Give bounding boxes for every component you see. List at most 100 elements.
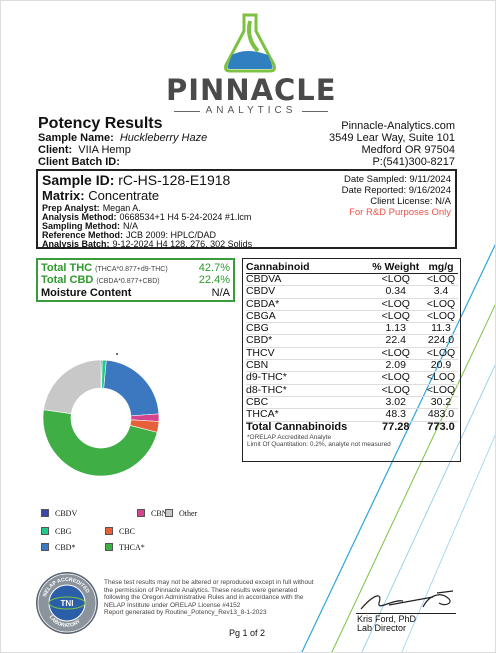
legend-item: THCA* [105, 543, 145, 552]
cannabinoid-name: THCV [246, 347, 368, 361]
mg-per-g: 483.0 [424, 408, 458, 422]
analysis-batch-label: Analysis Batch: [42, 239, 110, 249]
total-thc-row: Total THC (THCA*0.877+d9-THC) 42.7% [41, 262, 230, 274]
table-row: CBN 2.09 20.9 [246, 359, 458, 373]
legend-swatch [41, 543, 49, 551]
table-row: CBDA* <LOQ <LOQ [246, 298, 458, 311]
client-batch-label: Client Batch ID: [38, 156, 120, 168]
moisture-label: Moisture Content [41, 287, 132, 299]
matrix-label: Matrix: [42, 188, 85, 203]
phone-number: P:(541)300-8217 [372, 156, 455, 168]
reference-method-label: Reference Method: [42, 230, 124, 240]
table-row: THCV <LOQ <LOQ [246, 347, 458, 361]
table-row: THCA* 48.3 483.0 [246, 408, 458, 422]
legend-swatch [165, 509, 173, 517]
cannabinoid-name: THCA* [246, 408, 368, 422]
mg-per-g: 20.9 [424, 359, 458, 373]
percent-weight: <LOQ [367, 372, 424, 385]
cannabinoid-name: d9-THC* [246, 372, 368, 385]
cannabinoid-name: CBN [246, 359, 368, 373]
analysis-method-value: 0668534+1 H4 5-24-2024 #1.lcm [119, 212, 252, 222]
address-street: 3549 Lear Way, Suite 101 [329, 132, 455, 144]
report-generated: Report generated by Routine_Potency_Rev1… [104, 609, 267, 616]
moisture-value: N/A [211, 287, 230, 299]
table-row: CBDVA <LOQ <LOQ [246, 273, 458, 287]
percent-weight: 22.4 [367, 335, 424, 348]
cannabinoid-name: CBG [246, 322, 368, 336]
analysis-batch-value: 9-12-2024 H4 128, 276, 302 Solids [112, 239, 253, 249]
prep-analyst-label: Prep Analyst: [42, 203, 100, 213]
total-mg: 773.0 [427, 420, 455, 433]
total-thc-label: Total THC [41, 262, 93, 274]
cannabinoid-rows: CBDVA <LOQ <LOQ CBDV 0.34 3.4 CBDA* <LOQ <LOQ CBG… [246, 273, 458, 433]
company-logo: PINNACLE ANALYTICS [166, 11, 336, 116]
cannabinoid-name: CBDVA [246, 273, 368, 287]
website-link[interactable]: Pinnacle-Analytics.com [341, 120, 455, 132]
date-sampled: Date Sampled: 9/11/2024 [343, 174, 451, 185]
sample-info-box: Sample ID: rC-HS-128-E1918 Matrix: Conce… [36, 169, 457, 249]
report-title: Potency Results [38, 115, 163, 132]
moisture-row: Moisture Content N/A [41, 287, 230, 299]
mg-per-g: <LOQ [424, 372, 458, 385]
total-row: Total Cannabinoids 77.28 773.0 [246, 421, 458, 433]
client-row: Client: VIIA Hemp [38, 144, 131, 156]
totals-box: Total THC (THCA*0.877+d9-THC) 42.7% Total… [36, 258, 235, 302]
prep-analyst: Prep Analyst: Megan A. [42, 203, 141, 213]
pie-slice-cbd [103, 359, 160, 417]
sample-id-value: rC-HS-128-E1918 [118, 172, 231, 188]
percent-weight: <LOQ [367, 298, 424, 311]
mg-per-g: <LOQ [424, 384, 458, 397]
matrix-value: Concentrate [88, 188, 160, 203]
chart-legend: CBDV CBN Other CBG CBC CBD* THCA* [41, 509, 241, 559]
mg-per-g: <LOQ [424, 310, 458, 324]
client-license: Client License: N/A [370, 196, 451, 207]
percent-weight: <LOQ [367, 310, 424, 324]
mg-per-g: 224.0 [424, 335, 458, 348]
total-percent: 77.28 [381, 420, 410, 433]
percent-weight: <LOQ [367, 384, 424, 397]
legend-label: Other [179, 509, 198, 518]
column-header: % Weight [367, 261, 424, 274]
pie-chart-svg [42, 359, 160, 477]
legend-label: CBC [119, 527, 136, 536]
table-row: CBC 3.02 30.2 [246, 396, 458, 410]
matrix: Matrix: Concentrate [42, 188, 159, 203]
date-reported: Date Reported: 9/16/2024 [341, 185, 451, 196]
cannabinoid-name: CBC [246, 396, 368, 410]
nelap-accreditation-seal: NELAP ACCREDITED LABORATORY TNI [36, 572, 98, 634]
brand-subtitle: ANALYTICS [205, 105, 297, 116]
mg-per-g: <LOQ [424, 273, 458, 287]
total-label: Total Cannabinoids [246, 420, 348, 433]
sample-name-label: Sample Name: [38, 132, 114, 144]
legend-swatch [105, 543, 113, 551]
purpose-notice: For R&D Purposes Only [349, 207, 451, 218]
analysis-method-label: Analysis Method: [42, 212, 117, 222]
column-header: Cannabinoid [246, 261, 368, 274]
analysis-batch: Analysis Batch: 9-12-2024 H4 128, 276, 30… [42, 239, 252, 249]
percent-weight: <LOQ [367, 273, 424, 287]
total-thc-value: 42.7% [198, 262, 230, 274]
table-header-row: Cannabinoid % Weight mg/g [246, 261, 458, 274]
client-label: Client: [38, 144, 73, 156]
sample-name-value: Huckleberry Haze [119, 132, 208, 144]
mg-per-g: <LOQ [424, 347, 458, 361]
mg-per-g: 30.2 [424, 396, 458, 410]
total-cbd-value: 22.4% [198, 274, 230, 286]
client-value: VIIA Hemp [78, 144, 131, 156]
legend-item: CBD* [41, 543, 75, 552]
accreditation-note: *ORELAP Accredited Analyte [247, 434, 332, 441]
legend-item: CBDV [41, 509, 77, 518]
flask-logo-icon [224, 13, 276, 73]
mg-per-g: 3.4 [424, 286, 458, 299]
reference-method: Reference Method: JCB 2009: HPLC/DAD [42, 230, 216, 240]
column-header: mg/g [424, 261, 458, 274]
legend-item: CBG [41, 527, 71, 536]
legend-label: CBD* [55, 543, 76, 552]
page-number: Pg 1 of 2 [229, 628, 266, 638]
legend-label: CBG [55, 527, 72, 536]
mg-per-g: <LOQ [424, 298, 458, 311]
pie-slice-other [43, 359, 102, 415]
legend-swatch [137, 509, 145, 517]
table-row: CBDV 0.34 3.4 [246, 286, 458, 299]
